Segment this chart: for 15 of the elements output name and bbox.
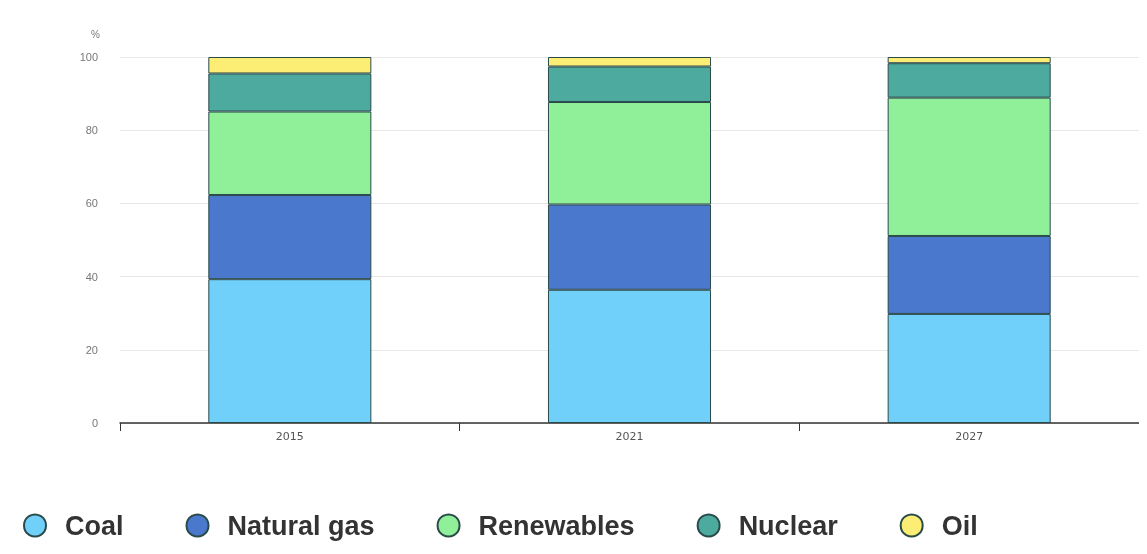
y-axis-title: %: [91, 28, 101, 40]
legend-label: Nuclear: [738, 510, 839, 541]
x-tick-label: 2027: [955, 430, 984, 443]
legend-label: Oil: [941, 510, 978, 541]
y-tick-label: 0: [91, 417, 98, 429]
x-tick-label: 2021: [615, 430, 644, 443]
y-tick-label: 20: [85, 343, 98, 356]
legend-label: Renewables: [478, 510, 635, 541]
y-tick-label: 100: [79, 51, 98, 63]
legend-label: Natural gas: [227, 510, 375, 541]
y-tick-label: 80: [85, 124, 98, 137]
y-tick-label: 40: [85, 270, 98, 283]
x-tick-label: 2015: [275, 430, 304, 443]
legend-label: Coal: [65, 510, 124, 541]
y-tick-label: 60: [85, 197, 98, 210]
